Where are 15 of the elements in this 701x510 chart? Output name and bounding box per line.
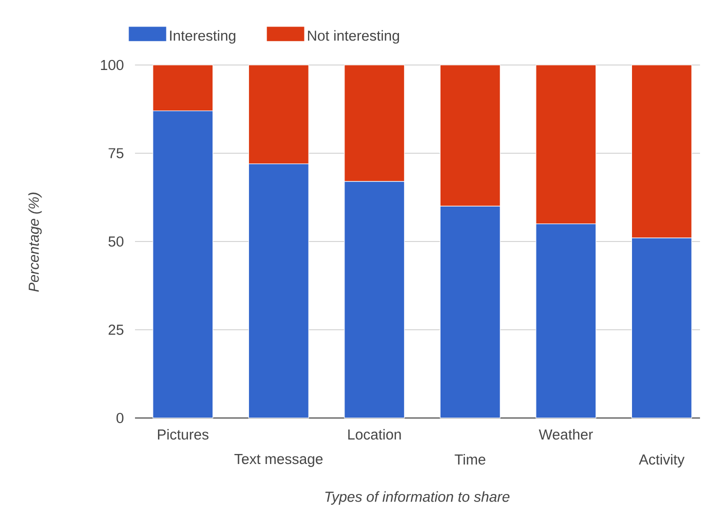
y-axis-title: Percentage (%) — [28, 192, 42, 292]
x-tick-label: Activity — [638, 454, 685, 468]
legend-label: Not interesting — [308, 30, 400, 44]
x-tick-label: Location — [348, 429, 401, 440]
x-tick-label: Text message — [234, 454, 323, 467]
y-tick-label: 75 — [108, 148, 124, 158]
x-tick-label: Weather — [538, 429, 593, 440]
y-tick-label: 25 — [108, 324, 124, 335]
y-tick-label: 100 — [100, 60, 124, 70]
legend-label: Interesting — [170, 30, 236, 44]
y-tick-label: 50 — [108, 236, 124, 247]
x-tick-label: Time — [454, 454, 486, 465]
y-tick-label: 0 — [116, 412, 124, 424]
x-tick-label: Pictures — [158, 429, 208, 440]
x-axis-title: Types of information to share — [325, 491, 510, 505]
